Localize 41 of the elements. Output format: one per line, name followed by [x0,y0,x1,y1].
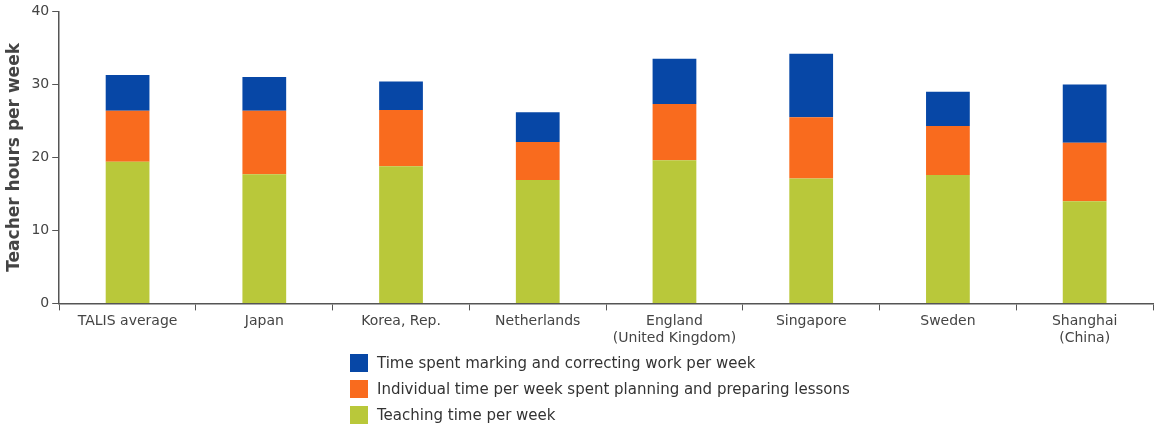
legend-label: Teaching time per week [377,406,556,424]
bar [515,180,560,303]
bar [105,110,150,162]
bar [926,126,970,175]
x-tick-label: Netherlands [495,312,581,329]
x-tick-label: TALIS average [76,312,178,329]
y-axis-title: Teacher hours per week [2,42,23,272]
bar [1062,201,1107,303]
bar [789,178,834,303]
bar [105,74,150,111]
bar [242,110,287,175]
x-tick-label: Japan [243,312,284,329]
x-tick-label: England (United Kingdom) [612,312,737,346]
bar [515,112,560,143]
bar [379,109,423,167]
bar [652,160,697,303]
bar [789,117,834,179]
bar [652,104,697,161]
y-tick-label: 0 [40,294,50,311]
bar [242,174,287,303]
y-tick-label: 20 [31,148,50,165]
x-tick-label: Singapore [775,312,847,329]
bar [926,174,970,303]
bar [105,161,150,303]
y-tick-label: 10 [31,221,50,238]
x-tick-label: Korea, Rep. [361,312,441,329]
bar [1062,84,1107,143]
y-tick-label: 30 [31,75,50,92]
x-tick-label: Sweden [920,312,976,329]
bar [379,166,423,303]
bar [379,81,423,110]
legend-label: Individual time per week spent planning and preparing lessons [377,380,850,398]
bar [1062,142,1107,202]
legend-label: Time spent marking and correcting work per week [377,354,756,372]
bar [515,142,560,181]
bar [789,53,834,118]
bar [926,91,970,127]
y-tick-label: 40 [31,2,50,19]
bar [242,77,287,111]
bar [652,58,697,105]
x-tick-label: Shanghai (China) [1051,312,1118,346]
